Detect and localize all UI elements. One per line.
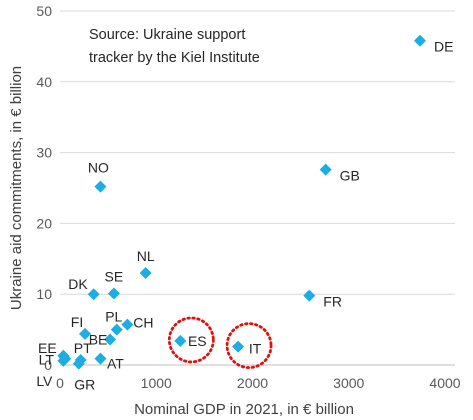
grid-lines [60, 10, 455, 295]
data-point-se [107, 287, 120, 300]
point-label-es: ES [188, 333, 207, 349]
point-label-lv: LV [36, 373, 53, 389]
point-label-ch: CH [133, 315, 153, 331]
point-label-dk: DK [68, 276, 88, 292]
data-point-be [104, 333, 117, 346]
y-tick-label: 20 [36, 215, 52, 231]
x-tick-label: 2000 [237, 375, 268, 391]
tick-labels: 0 10 20 30 40 50 0 1000 2000 3000 4000 [36, 3, 460, 391]
x-tick-label: 4000 [429, 375, 460, 391]
source-annotation-line-2: tracker by the Kiel Institute [89, 50, 260, 66]
data-point-de [413, 34, 426, 47]
highlight-circle-es [167, 316, 215, 364]
point-label-se: SE [105, 268, 124, 284]
point-label-lt: LT [39, 352, 55, 368]
data-point-gr [72, 357, 85, 370]
data-point-es [174, 334, 187, 347]
data-point-dk [87, 288, 100, 301]
data-point-fi [79, 327, 92, 340]
x-axis-title: Nominal GDP in 2021, in € billion [134, 401, 354, 418]
y-tick-label: 10 [36, 286, 52, 302]
x-tick-label: 3000 [333, 375, 364, 391]
point-label-gr: GR [74, 377, 95, 393]
data-point-fr [303, 289, 316, 302]
highlight-circle-it [225, 322, 273, 369]
data-point-lv [57, 354, 70, 367]
point-label-be: BE [89, 332, 108, 348]
data-point-it [232, 340, 245, 353]
point-label-fi: FI [71, 314, 83, 330]
data-point-no [94, 180, 107, 193]
point-label-ee: EE [38, 340, 57, 356]
x-tick-label: 1000 [141, 375, 172, 391]
y-tick-label: 50 [36, 3, 52, 19]
data-points [57, 34, 426, 370]
data-point-ch [121, 318, 134, 331]
highlight-circles [167, 316, 273, 369]
point-label-at: AT [107, 356, 124, 372]
point-label-no: NO [88, 160, 109, 176]
y-tick-label: 40 [36, 74, 52, 90]
y-tick-label: 30 [36, 145, 52, 161]
point-label-de: DE [434, 39, 453, 55]
data-point-nl [139, 266, 152, 279]
data-point-pl [110, 323, 123, 336]
point-label-pt: PT [74, 340, 92, 356]
x-tick-label: 0 [56, 375, 64, 391]
source-annotation-line-1: Source: Ukraine support [89, 27, 245, 43]
y-tick-label: 0 [44, 357, 52, 373]
point-label-pl: PL [105, 309, 122, 325]
y-axis-title: Ukraine aid commitments, in € billion [8, 66, 25, 310]
point-label-it: IT [249, 341, 262, 357]
point-label-nl: NL [137, 248, 155, 264]
point-label-gb: GB [340, 168, 360, 184]
data-point-at [94, 352, 107, 365]
point-label-fr: FR [323, 294, 342, 310]
data-point-gb [319, 163, 332, 176]
